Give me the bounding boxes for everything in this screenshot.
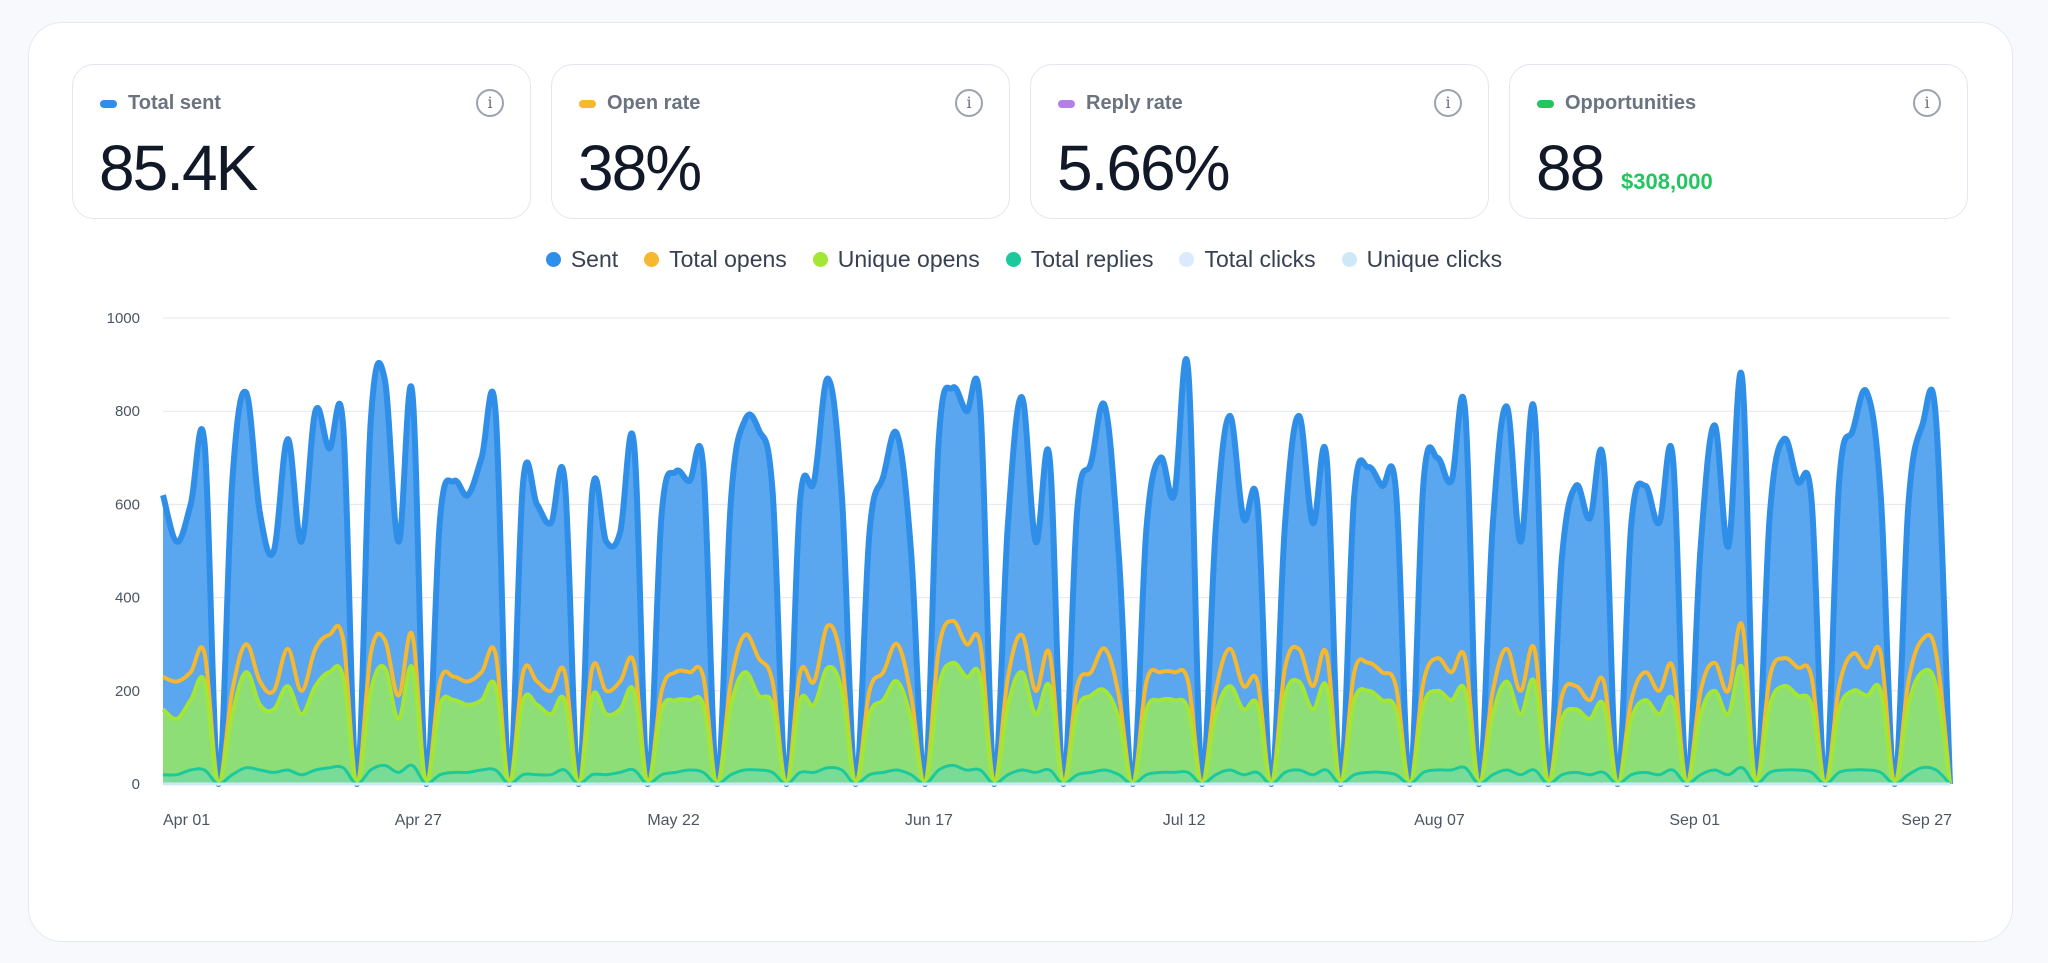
chart-legend: Sent Total opens Unique opens Total replies… [0, 246, 2048, 273]
open-rate-value: 38% [578, 132, 702, 204]
y-tick-label: 600 [115, 496, 140, 513]
stat-card-open-rate: Open rate i 38% [551, 64, 1010, 219]
legend-label: Total clicks [1204, 246, 1316, 272]
x-tick-label: Sep 27 [1901, 812, 1952, 829]
unique-opens-area [163, 662, 1950, 784]
reply-rate-swatch [1058, 100, 1075, 108]
chart-series [160, 356, 1953, 787]
opportunities-swatch [1537, 100, 1554, 108]
y-tick-label: 800 [115, 403, 140, 420]
stat-card-total-sent: Total sent i 85.4K [72, 64, 531, 219]
sent-area [163, 359, 1950, 784]
legend-swatch [545, 252, 561, 267]
legend-item[interactable]: Total opens [644, 246, 787, 273]
total-sent-swatch [100, 100, 117, 108]
x-tick-label: Apr 01 [163, 812, 210, 829]
x-tick-label: Jul 12 [1163, 812, 1206, 829]
open-rate-swatch [579, 100, 596, 108]
info-icon[interactable]: i [1434, 89, 1462, 117]
total-sent-value: 85.4K [99, 132, 258, 204]
total-sent-label: Total sent [128, 92, 221, 114]
legend-item[interactable]: Unique clicks [1341, 246, 1503, 273]
y-tick-label: 400 [115, 590, 140, 607]
reply-rate-label: Reply rate [1086, 92, 1183, 114]
legend-swatch [1341, 252, 1357, 267]
legend-label: Unique clicks [1366, 246, 1503, 272]
legend-label: Unique opens [837, 246, 980, 272]
opportunities-value: 88 [1536, 132, 1605, 204]
x-tick-label: Aug 07 [1414, 812, 1465, 829]
open-rate-label: Open rate [607, 92, 701, 114]
total-replies-line [162, 763, 1952, 786]
legend-item[interactable]: Unique opens [812, 246, 980, 273]
legend-item[interactable]: Sent [545, 246, 619, 273]
x-tick-label: Jun 17 [905, 812, 953, 829]
unique-opens-line [161, 660, 1952, 786]
reply-rate-value: 5.66% [1057, 132, 1230, 204]
legend-swatch [644, 252, 660, 267]
info-icon[interactable]: i [1913, 89, 1941, 117]
chart-axes: 0 200 400 600 800 1000 Apr 01 Apr 27 May 22 Jun 1… [107, 310, 1952, 829]
x-tick-label: May 22 [647, 812, 700, 829]
opportunities-amount: $308,000 [1621, 169, 1713, 194]
legend-swatch [1005, 252, 1021, 267]
legend-swatch [812, 252, 828, 267]
legend-label: Total replies [1030, 246, 1154, 272]
y-tick-label: 1000 [107, 310, 140, 327]
x-tick-label: Apr 27 [395, 812, 442, 829]
legend-item[interactable]: Total clicks [1179, 246, 1316, 273]
x-tick-label: Sep 01 [1669, 812, 1720, 829]
info-icon[interactable]: i [476, 89, 504, 117]
legend-item[interactable]: Total replies [1005, 246, 1154, 273]
y-tick-label: 0 [132, 776, 140, 793]
y-tick-label: 200 [115, 683, 140, 700]
legend-swatch [1179, 252, 1195, 267]
info-icon[interactable]: i [955, 89, 983, 117]
stat-card-reply-rate: Reply rate i 5.66% [1030, 64, 1489, 219]
legend-label: Sent [570, 246, 619, 272]
legend-label: Total opens [669, 246, 787, 272]
opportunities-label: Opportunities [1565, 92, 1697, 114]
total-replies-area [163, 765, 1950, 784]
stat-card-opportunities: Opportunities i 88 $308,000 [1509, 64, 1968, 219]
